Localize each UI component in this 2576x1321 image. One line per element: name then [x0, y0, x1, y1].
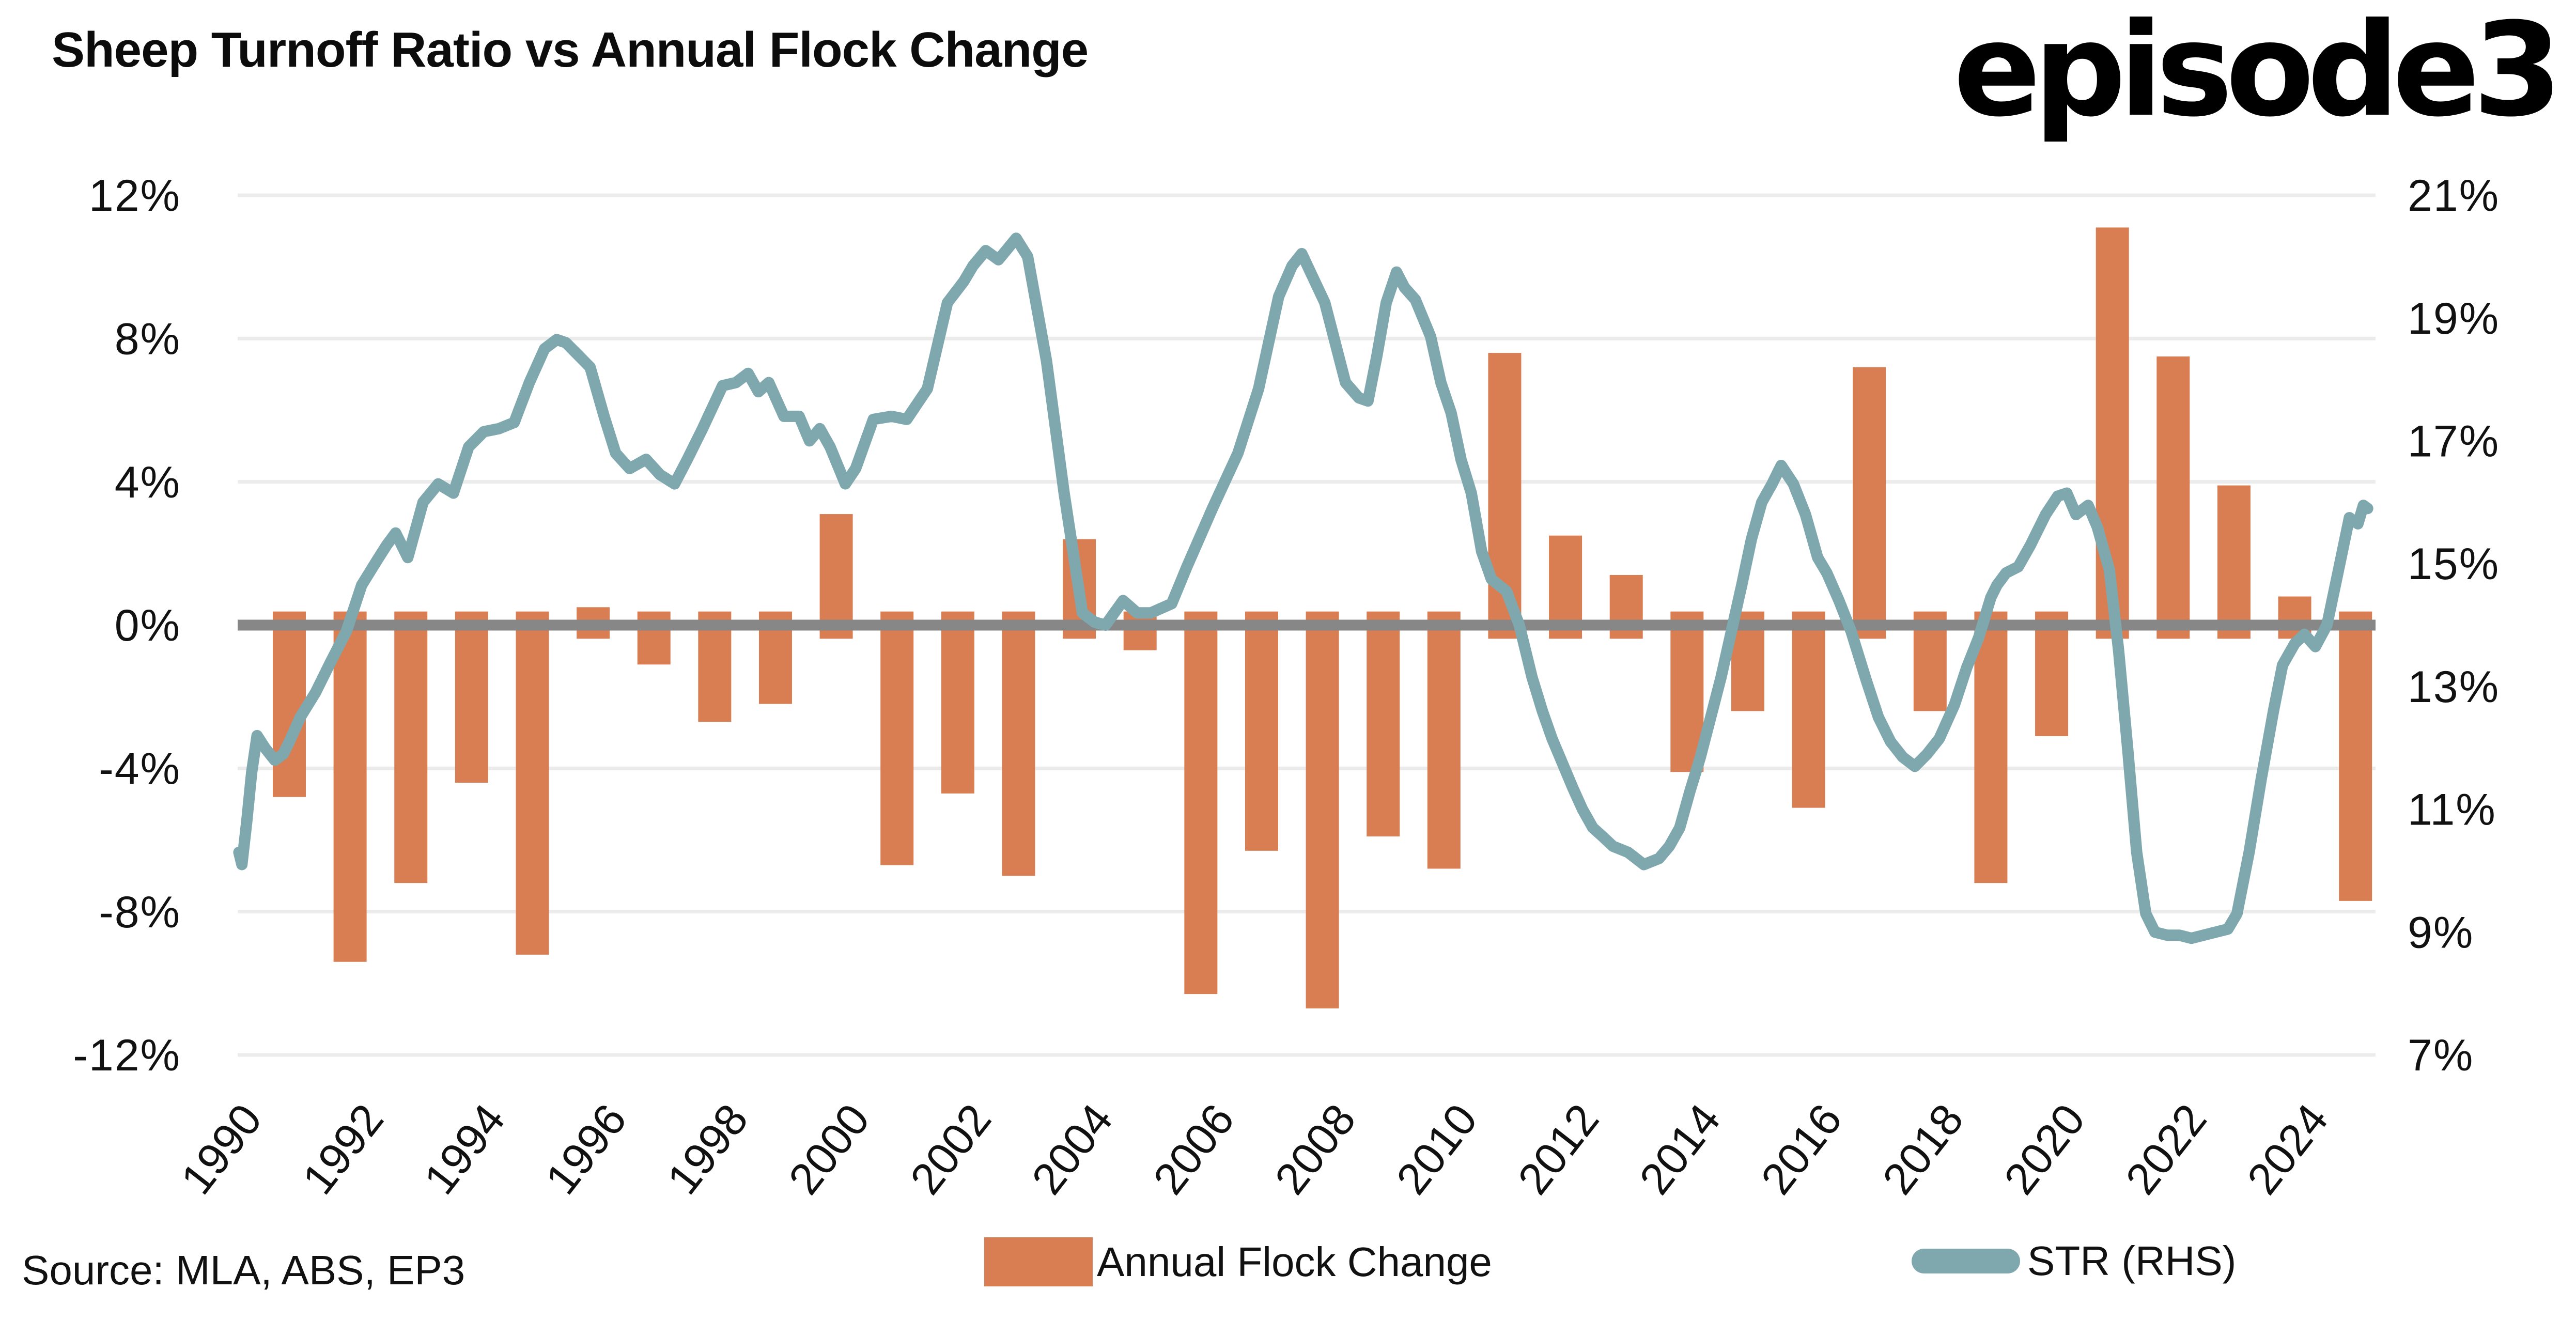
svg-text:1996: 1996 — [536, 1095, 636, 1204]
episode3-logo: episode3 — [1953, 0, 2563, 145]
svg-text:8%: 8% — [115, 314, 181, 364]
chart-footer: Source: MLA, ABS, EP3 Annual Flock Chang… — [0, 1237, 2576, 1304]
source-note: Source: MLA, ABS, EP3 — [22, 1247, 465, 1293]
svg-text:2000: 2000 — [779, 1095, 879, 1204]
svg-text:21%: 21% — [2408, 171, 2500, 221]
svg-text:1990: 1990 — [172, 1095, 271, 1204]
svg-text:12%: 12% — [89, 171, 181, 221]
chart-title: Sheep Turnoff Ratio vs Annual Flock Chan… — [52, 22, 1089, 77]
svg-text:2008: 2008 — [1265, 1095, 1365, 1204]
svg-text:13%: 13% — [2408, 662, 2500, 712]
svg-text:1994: 1994 — [415, 1095, 515, 1204]
svg-text:2016: 2016 — [1751, 1095, 1851, 1204]
svg-text:1992: 1992 — [293, 1095, 393, 1204]
svg-text:2012: 2012 — [1509, 1095, 1608, 1204]
svg-text:11%: 11% — [2408, 785, 2496, 835]
svg-text:-4%: -4% — [99, 744, 181, 794]
svg-text:2020: 2020 — [1995, 1095, 2094, 1204]
svg-text:2024: 2024 — [2238, 1095, 2337, 1204]
svg-text:2006: 2006 — [1144, 1095, 1244, 1204]
svg-text:4%: 4% — [115, 458, 181, 507]
svg-text:0%: 0% — [115, 601, 181, 650]
svg-text:2014: 2014 — [1630, 1095, 1730, 1204]
svg-text:-8%: -8% — [99, 888, 181, 937]
svg-text:15%: 15% — [2408, 539, 2500, 589]
svg-text:19%: 19% — [2408, 294, 2500, 344]
legend-item-str: STR (RHS) — [1912, 1237, 2236, 1285]
svg-text:1998: 1998 — [658, 1095, 757, 1204]
legend-label-str: STR (RHS) — [2027, 1238, 2237, 1284]
legend-item-flock-change: Annual Flock Change — [984, 1237, 1492, 1286]
svg-text:-12%: -12% — [73, 1031, 181, 1080]
legend-label-flock-change: Annual Flock Change — [1097, 1238, 1492, 1285]
svg-text:7%: 7% — [2408, 1031, 2474, 1080]
svg-text:2018: 2018 — [1873, 1095, 1973, 1204]
svg-text:2010: 2010 — [1387, 1095, 1487, 1204]
svg-text:2002: 2002 — [901, 1095, 1001, 1204]
svg-text:2022: 2022 — [2116, 1095, 2216, 1204]
svg-text:17%: 17% — [2408, 417, 2500, 467]
svg-text:9%: 9% — [2408, 908, 2474, 957]
svg-text:2004: 2004 — [1022, 1095, 1122, 1204]
bar-swatch-icon — [984, 1237, 1093, 1286]
line-swatch-icon — [1912, 1249, 2020, 1273]
